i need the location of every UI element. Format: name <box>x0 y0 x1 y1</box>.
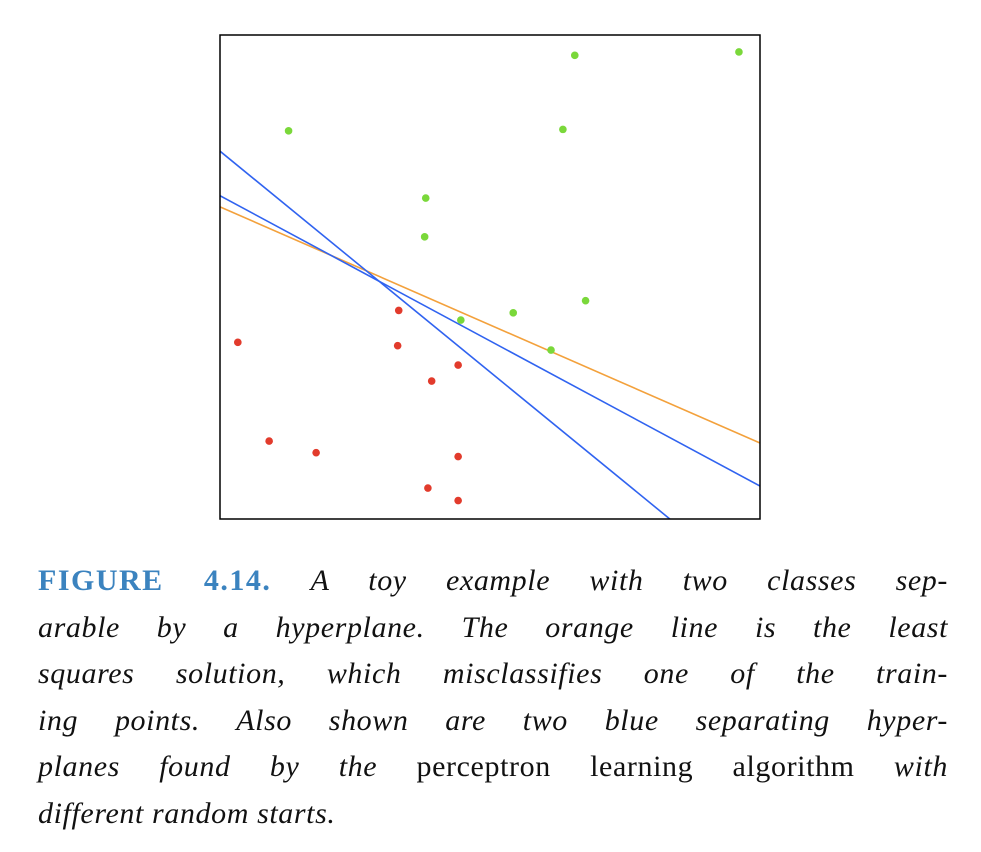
plot-frame <box>219 34 761 520</box>
data-point-s1-2 <box>393 341 402 350</box>
data-point-s1-5 <box>265 437 273 445</box>
caption-line-2: arable by a hyperplane. The orange line … <box>38 610 948 644</box>
separating-line-1 <box>220 150 671 519</box>
caption-line-5: planes found by the perceptron learning … <box>38 744 948 791</box>
points-layer <box>234 48 743 505</box>
data-point-s0-0 <box>570 51 579 60</box>
scatter-plot <box>219 34 761 520</box>
caption-line-3: squares solution, which misclassifies on… <box>38 657 948 690</box>
data-point-s1-8 <box>424 484 432 492</box>
data-point-s0-1 <box>735 48 743 56</box>
data-point-s1-9 <box>454 496 462 505</box>
figure-caption: FIGURE 4.14. A toy example with two clas… <box>38 558 948 837</box>
data-point-s0-5 <box>420 233 429 241</box>
caption-line-6: different random starts. <box>38 796 336 830</box>
data-point-s1-3 <box>454 361 462 369</box>
data-point-s0-8 <box>457 316 465 324</box>
caption-text-1: A toy example with two classes sep- <box>310 564 948 597</box>
separating-line-0 <box>220 206 760 444</box>
data-point-s1-1 <box>234 338 242 347</box>
caption-text-5c: with <box>893 750 948 783</box>
data-point-s0-7 <box>509 309 518 317</box>
caption-line-1: FIGURE 4.14. A toy example with two clas… <box>38 558 948 605</box>
data-point-s0-6 <box>581 296 590 305</box>
data-point-s1-6 <box>312 448 320 457</box>
figure-label: FIGURE 4.14. <box>38 564 272 597</box>
caption-text-5b: perceptron learning algorithm <box>416 750 855 783</box>
data-point-s1-7 <box>454 452 462 461</box>
caption-text-5a: planes found by the <box>38 750 378 783</box>
data-point-s0-4 <box>421 194 430 202</box>
data-point-s0-3 <box>559 125 567 134</box>
lines-layer <box>220 150 760 519</box>
data-point-s1-4 <box>427 377 436 385</box>
caption-line-4: ing points. Also shown are two blue sepa… <box>38 703 948 737</box>
data-point-s0-2 <box>284 127 293 135</box>
data-point-s1-0 <box>394 306 403 315</box>
separating-line-2 <box>220 194 760 487</box>
data-point-s0-9 <box>547 346 555 354</box>
